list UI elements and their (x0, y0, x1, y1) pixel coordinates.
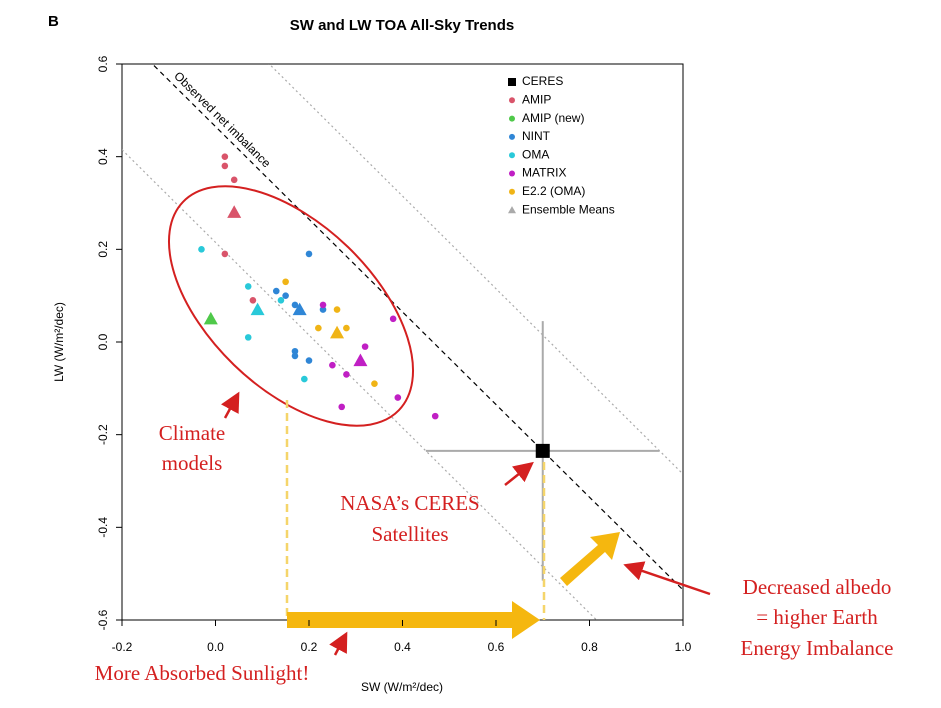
legend-marker (509, 133, 515, 140)
panel-label: B (48, 13, 59, 30)
legend-marker (509, 188, 515, 195)
annotation: Decreased albedo (743, 575, 892, 599)
x-tick-label: 1.0 (675, 640, 692, 654)
ensemble-mean (292, 302, 307, 316)
annotation: Climate (159, 421, 226, 445)
point (249, 297, 257, 304)
point (361, 343, 369, 350)
point (319, 301, 327, 309)
pointer (623, 561, 711, 596)
reference-line (268, 64, 683, 475)
annotation: Energy Imbalance (741, 636, 894, 660)
point (244, 283, 252, 290)
pointer (329, 631, 348, 656)
legend-label: CERES (522, 74, 563, 88)
pointer (221, 391, 240, 419)
x-axis-label: SW (W/m²/dec) (361, 680, 443, 694)
point (343, 371, 350, 378)
annotation: models (162, 451, 223, 475)
x-tick-label: 0.2 (301, 640, 318, 654)
point (315, 324, 322, 332)
y-tick-label: 0.0 (96, 333, 110, 350)
x-tick-label: 0.4 (394, 640, 411, 654)
annotation: More Absorbed Sunlight! (95, 661, 310, 685)
legend-label: E2.2 (OMA) (522, 184, 585, 198)
x-tick-label: 0.0 (207, 640, 224, 654)
annotation: = higher Earth (756, 605, 878, 629)
legend-marker (509, 115, 515, 122)
sunlight-arrow (287, 601, 540, 639)
point (244, 334, 252, 341)
point (431, 412, 439, 420)
point (319, 306, 327, 313)
legend-marker (508, 78, 516, 86)
point (198, 246, 205, 253)
chart-title: SW and LW TOA All-Sky Trends (290, 17, 514, 34)
point (343, 324, 350, 332)
legend-label: AMIP (new) (522, 111, 584, 125)
legend-marker (508, 206, 516, 214)
x-tick-label: 0.8 (581, 640, 598, 654)
ceres-point (535, 443, 550, 458)
y-tick-label: 0.4 (96, 148, 110, 165)
point (291, 347, 299, 355)
point (333, 306, 341, 313)
ensemble-mean (203, 311, 218, 325)
annotation: Satellites (372, 522, 449, 546)
reference-line (151, 64, 683, 591)
pointer (504, 461, 534, 486)
imbalance-arrow (560, 532, 620, 586)
legend-marker (509, 152, 515, 159)
ensemble-mean (227, 205, 242, 218)
x-tick-label: 0.6 (488, 640, 505, 654)
model-ellipse (167, 185, 415, 427)
legend-label: OMA (522, 147, 549, 161)
point (301, 375, 308, 383)
point (230, 176, 238, 184)
legend-label: Ensemble Means (522, 202, 615, 216)
point (305, 357, 313, 364)
y-tick-label: 0.6 (96, 55, 110, 72)
point (221, 162, 229, 170)
point (282, 278, 289, 286)
x-tick-label: -0.2 (112, 640, 133, 654)
point (389, 315, 397, 323)
point (371, 380, 378, 388)
legend-label: NINT (522, 129, 551, 143)
y-tick-label: -0.2 (96, 424, 110, 445)
ensemble-mean (330, 325, 345, 339)
point (282, 292, 289, 299)
point (272, 287, 280, 295)
legend-marker (509, 97, 515, 104)
point (221, 250, 229, 258)
ensemble-mean (353, 353, 368, 367)
legend-label: AMIP (522, 92, 551, 106)
point (277, 297, 285, 304)
point (305, 250, 313, 258)
point (221, 153, 229, 160)
y-tick-label: 0.2 (96, 241, 110, 258)
legend-label: MATRIX (522, 166, 566, 180)
y-tick-label: -0.6 (96, 609, 110, 630)
point (329, 361, 336, 369)
point (338, 403, 346, 411)
legend-marker (509, 170, 515, 177)
y-tick-label: -0.4 (96, 517, 110, 538)
point (291, 301, 299, 309)
annotation: NASA’s CERES (340, 491, 479, 515)
ensemble-mean (250, 302, 265, 316)
point (394, 394, 402, 401)
y-axis-label: LW (W/m²/dec) (52, 302, 66, 382)
reference-line (122, 149, 598, 620)
point (291, 352, 299, 360)
